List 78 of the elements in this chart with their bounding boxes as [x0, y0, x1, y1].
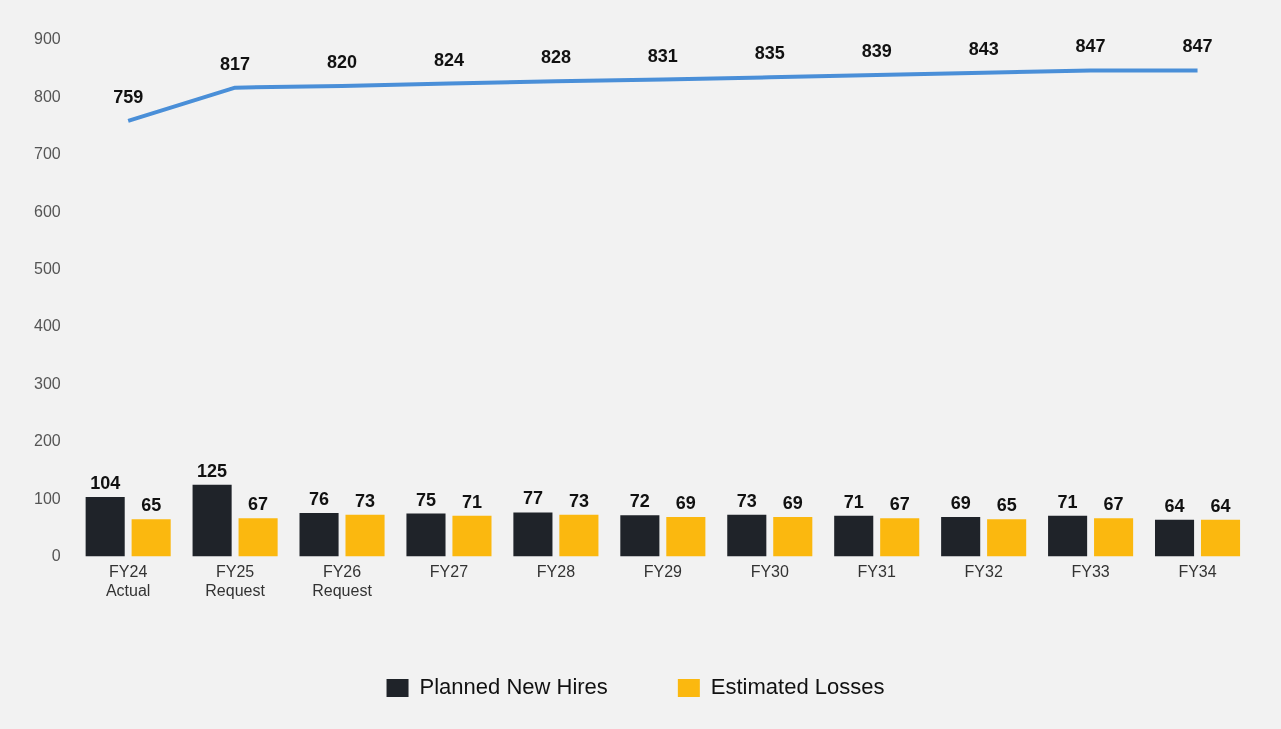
x-tick-label: FY28: [536, 562, 576, 580]
data-label: 820: [327, 51, 358, 72]
bar: [834, 515, 874, 557]
data-label: 73: [568, 490, 589, 511]
data-label: 75: [415, 489, 436, 510]
data-label: 824: [433, 49, 464, 70]
data-label: 839: [861, 40, 892, 61]
y-tick-label: 900: [33, 30, 61, 48]
x-tick-label: FY30: [750, 562, 789, 580]
bar: [880, 518, 920, 557]
data-label: 835: [754, 43, 785, 64]
bar: [941, 516, 981, 557]
data-label: 847: [1075, 36, 1106, 57]
data-label: 65: [141, 495, 162, 516]
data-label: 73: [355, 490, 376, 511]
x-tick-label: FY34: [1178, 562, 1217, 580]
data-label: 69: [950, 492, 971, 513]
bar: [299, 512, 339, 557]
bar: [85, 496, 125, 557]
data-label: 104: [90, 472, 121, 493]
bar: [131, 519, 171, 557]
data-label: 76: [309, 488, 330, 509]
bar: [192, 484, 232, 557]
data-label: 72: [629, 491, 650, 512]
y-tick-label: 600: [33, 202, 61, 220]
y-tick-label: 100: [33, 489, 61, 507]
bar: [1200, 519, 1241, 557]
data-label: 64: [1210, 495, 1231, 516]
data-label: 67: [1103, 494, 1124, 515]
bar: [1048, 515, 1088, 557]
x-tick-label: FY25 Request: [205, 562, 266, 599]
y-tick-label: 0: [51, 547, 61, 565]
data-label: 759: [113, 86, 144, 107]
data-label: 831: [647, 45, 678, 66]
data-label: 71: [461, 491, 482, 512]
bar: [452, 515, 492, 557]
y-tick-label: 700: [33, 145, 61, 163]
y-tick-label: 200: [33, 432, 61, 450]
data-label: 64: [1164, 495, 1185, 516]
bar: [987, 519, 1027, 557]
bar: [727, 514, 767, 557]
data-label: 843: [968, 38, 999, 59]
x-tick-label: FY27: [429, 562, 469, 580]
bar: [666, 516, 706, 557]
x-tick-label: FY24 Actual: [105, 562, 151, 599]
bar: [620, 515, 660, 557]
y-tick-label: 300: [33, 374, 61, 392]
data-label: 73: [736, 490, 757, 511]
bar: [345, 514, 385, 557]
legend-label: Planned New Hires: [419, 674, 608, 700]
bar: [406, 513, 446, 557]
x-tick-label: FY29: [643, 562, 683, 580]
bar: [1094, 518, 1134, 557]
data-label: 67: [889, 494, 910, 515]
bar: [773, 516, 813, 557]
y-tick-label: 800: [33, 87, 61, 105]
x-tick-label: FY31: [857, 562, 896, 580]
data-label: 77: [522, 488, 543, 509]
x-tick-label: FY32: [964, 562, 1003, 580]
y-tick-label: 400: [33, 317, 61, 335]
data-label: 847: [1182, 36, 1213, 57]
data-label: 67: [248, 494, 269, 515]
y-tick-label: 500: [33, 260, 61, 278]
data-label: 71: [1057, 491, 1078, 512]
x-tick-label: FY33: [1071, 562, 1110, 580]
data-label: 69: [675, 492, 696, 513]
bar: [1155, 519, 1195, 557]
data-label: 125: [197, 460, 228, 481]
data-label: 69: [782, 492, 803, 513]
data-label: 65: [996, 495, 1017, 516]
bar: [238, 518, 278, 557]
bar: [513, 512, 553, 557]
data-label: 828: [540, 47, 571, 68]
legend-label: Estimated Losses: [710, 674, 885, 700]
bar: [559, 514, 599, 557]
x-tick-label: FY26 Request: [312, 562, 373, 599]
data-label: 817: [220, 53, 251, 74]
data-label: 71: [843, 491, 864, 512]
